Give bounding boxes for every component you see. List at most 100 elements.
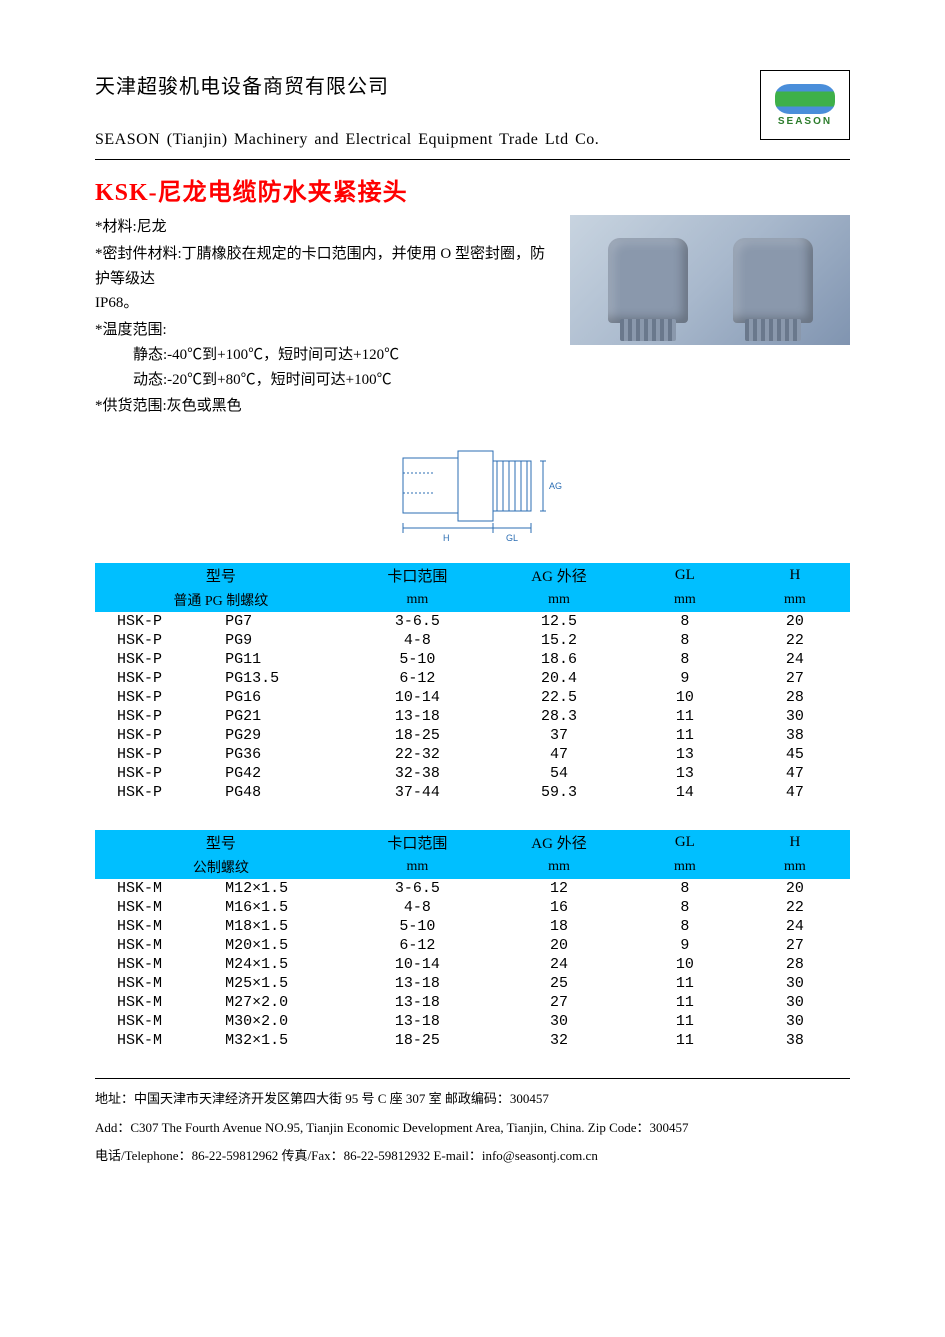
cell-h: 22 [740,631,850,650]
spec-seal-line1: *密封件材料:丁腈橡胶在规定的卡口范围内，并使用 O 型密封圈，防护等级达 [95,242,550,292]
table-row: HSK-PPG4837-4459.31447 [95,783,850,802]
t1-col-model: 型号 [95,563,347,588]
table-row: HSK-MM16×1.54-816822 [95,898,850,917]
cell-gl: 13 [630,764,740,783]
cell-ag: 22.5 [488,688,630,707]
cell-range: 6-12 [347,669,489,688]
cell-h: 30 [740,974,850,993]
cell-model-code: M16×1.5 [205,898,347,917]
t1-col-gl-sub: mm [630,588,740,612]
table-row: HSK-PPG2918-25371138 [95,726,850,745]
cell-range: 13-18 [347,1012,489,1031]
t2-col-range: 卡口范围 [347,830,489,855]
cell-gl: 8 [630,879,740,898]
spec-table-metric: 型号 卡口范围 AG 外径 GL H 公制螺纹 mm mm mm mm HSK-… [95,830,850,1050]
table-row: HSK-PPG1610-1422.51028 [95,688,850,707]
table-row: HSK-PPG94-815.2822 [95,631,850,650]
cell-model-prefix: HSK-P [95,726,205,745]
cell-range: 6-12 [347,936,489,955]
table-row: HSK-MM18×1.55-1018824 [95,917,850,936]
cell-ag: 30 [488,1012,630,1031]
t1-col-ag-sub: mm [488,588,630,612]
cell-model-code: PG13.5 [205,669,347,688]
cell-range: 13-18 [347,707,489,726]
t1-col-h: H [740,563,850,588]
cell-ag: 24 [488,955,630,974]
cell-model-code: PG42 [205,764,347,783]
cell-range: 3-6.5 [347,879,489,898]
cell-gl: 9 [630,936,740,955]
cell-model-code: M27×2.0 [205,993,347,1012]
cell-gl: 13 [630,745,740,764]
gland-side-icon [733,238,813,323]
cell-ag: 12 [488,879,630,898]
footer-address-cn: 地址：中国天津市天津经济开发区第四大街 95 号 C 座 307 室 邮政编码：… [95,1085,850,1114]
cell-model-code: M25×1.5 [205,974,347,993]
cell-ag: 20 [488,936,630,955]
spec-supply: *供货范围:灰色或黑色 [95,394,550,419]
cell-ag: 32 [488,1031,630,1050]
cell-h: 38 [740,1031,850,1050]
cell-range: 37-44 [347,783,489,802]
table-row: HSK-MM24×1.510-14241028 [95,955,850,974]
cell-model-prefix: HSK-P [95,783,205,802]
header-divider [95,159,850,160]
t2-col-model-sub: 公制螺纹 [95,855,347,879]
cell-range: 5-10 [347,650,489,669]
diagram-ag-label: AG [549,481,562,491]
cell-gl: 11 [630,707,740,726]
cell-range: 18-25 [347,1031,489,1050]
cell-range: 18-25 [347,726,489,745]
footer-contact: 电话/Telephone：86-22-59812962 传真/Fax：86-22… [95,1142,850,1171]
table-row: HSK-MM27×2.013-18271130 [95,993,850,1012]
cell-range: 10-14 [347,955,489,974]
logo-graphic-icon [775,84,835,114]
spec-temp-static: 静态:-40℃到+100℃，短时间可达+120℃ [95,343,550,368]
cell-model-prefix: HSK-P [95,688,205,707]
cell-ag: 12.5 [488,612,630,631]
spec-temp-label: *温度范围: [95,318,550,343]
table-row: HSK-PPG4232-38541347 [95,764,850,783]
diagram-h-label: H [443,533,450,543]
cell-h: 24 [740,917,850,936]
product-photo [570,215,850,345]
cell-h: 47 [740,764,850,783]
table-row: HSK-PPG2113-1828.31130 [95,707,850,726]
t2-col-gl: GL [630,830,740,855]
cell-gl: 11 [630,974,740,993]
cell-model-prefix: HSK-P [95,650,205,669]
table-row: HSK-PPG3622-32471345 [95,745,850,764]
cell-model-prefix: HSK-M [95,898,205,917]
cell-ag: 28.3 [488,707,630,726]
cell-model-code: M12×1.5 [205,879,347,898]
technical-diagram: AG H GL [95,423,850,553]
cell-h: 24 [740,650,850,669]
cell-ag: 20.4 [488,669,630,688]
cell-model-code: M20×1.5 [205,936,347,955]
table-row: HSK-MM30×2.013-18301130 [95,1012,850,1031]
cell-model-prefix: HSK-M [95,1031,205,1050]
cell-h: 30 [740,707,850,726]
diagram-gl-label: GL [506,533,518,543]
cell-h: 20 [740,879,850,898]
t2-col-ag: AG 外径 [488,830,630,855]
cell-gl: 14 [630,783,740,802]
footer-divider [95,1078,850,1079]
cell-model-prefix: HSK-P [95,764,205,783]
cell-ag: 47 [488,745,630,764]
cell-model-code: PG36 [205,745,347,764]
cell-model-code: PG48 [205,783,347,802]
cell-gl: 10 [630,688,740,707]
cell-model-prefix: HSK-M [95,955,205,974]
cell-model-prefix: HSK-M [95,917,205,936]
t2-col-range-sub: mm [347,855,489,879]
cell-model-code: PG9 [205,631,347,650]
table-row: HSK-PPG13.56-1220.4927 [95,669,850,688]
spec-table-pg: 型号 卡口范围 AG 外径 GL H 普通 PG 制螺纹 mm mm mm mm… [95,563,850,802]
cell-model-prefix: HSK-M [95,936,205,955]
cell-model-prefix: HSK-P [95,631,205,650]
cell-h: 30 [740,993,850,1012]
footer-address-en: Add：C307 The Fourth Avenue NO.95, Tianji… [95,1114,850,1143]
cell-gl: 8 [630,898,740,917]
cell-model-code: PG21 [205,707,347,726]
